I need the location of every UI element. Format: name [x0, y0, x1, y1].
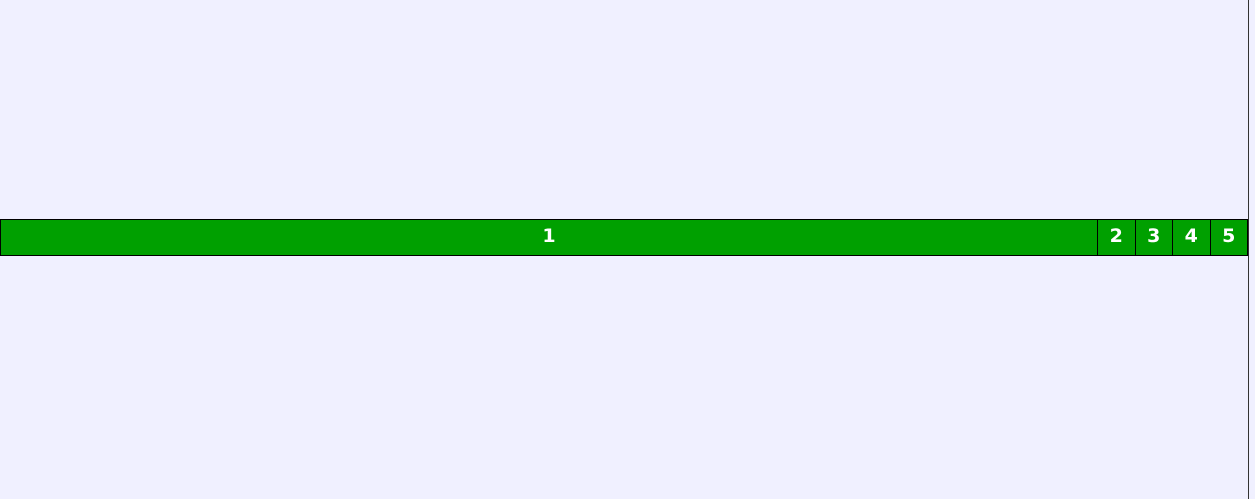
- segment-2-label: 2: [1109, 224, 1123, 247]
- segment-3[interactable]: 3: [1135, 219, 1173, 256]
- segment-1-label: 1: [542, 224, 556, 247]
- segment-4-label: 4: [1184, 224, 1198, 247]
- segment-5-label: 5: [1222, 224, 1236, 247]
- segment-5[interactable]: 5: [1210, 219, 1248, 256]
- segment-2[interactable]: 2: [1098, 219, 1136, 256]
- segment-1[interactable]: 1: [0, 219, 1098, 256]
- window-edge-divider: [1248, 0, 1249, 499]
- segment-4[interactable]: 4: [1173, 219, 1211, 256]
- segment-3-label: 3: [1147, 224, 1161, 247]
- segmented-bar: 1 2 3 4 5: [0, 219, 1248, 256]
